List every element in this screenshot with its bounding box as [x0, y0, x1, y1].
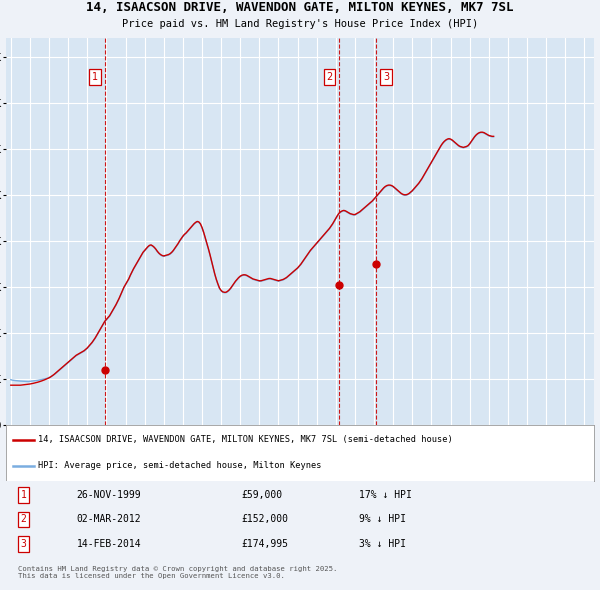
Text: 26-NOV-1999: 26-NOV-1999 — [77, 490, 141, 500]
Text: Price paid vs. HM Land Registry's House Price Index (HPI): Price paid vs. HM Land Registry's House … — [122, 19, 478, 29]
Text: 2: 2 — [326, 72, 332, 82]
Text: 14, ISAACSON DRIVE, WAVENDON GATE, MILTON KEYNES, MK7 7SL: 14, ISAACSON DRIVE, WAVENDON GATE, MILTO… — [86, 1, 514, 14]
Text: £174,995: £174,995 — [241, 539, 288, 549]
Text: 1: 1 — [21, 490, 26, 500]
Text: £59,000: £59,000 — [241, 490, 283, 500]
Text: 14, ISAACSON DRIVE, WAVENDON GATE, MILTON KEYNES, MK7 7SL (semi-detached house): 14, ISAACSON DRIVE, WAVENDON GATE, MILTO… — [38, 435, 453, 444]
Text: 02-MAR-2012: 02-MAR-2012 — [77, 514, 141, 525]
Text: 3: 3 — [21, 539, 26, 549]
Text: Contains HM Land Registry data © Crown copyright and database right 2025.
This d: Contains HM Land Registry data © Crown c… — [18, 566, 337, 579]
Text: 3: 3 — [383, 72, 389, 82]
Text: 17% ↓ HPI: 17% ↓ HPI — [359, 490, 412, 500]
Text: 14-FEB-2014: 14-FEB-2014 — [77, 539, 141, 549]
Text: 9% ↓ HPI: 9% ↓ HPI — [359, 514, 406, 525]
Text: 2: 2 — [21, 514, 26, 525]
Text: HPI: Average price, semi-detached house, Milton Keynes: HPI: Average price, semi-detached house,… — [38, 461, 322, 470]
Text: 3% ↓ HPI: 3% ↓ HPI — [359, 539, 406, 549]
Text: £152,000: £152,000 — [241, 514, 288, 525]
Text: 1: 1 — [92, 72, 98, 82]
